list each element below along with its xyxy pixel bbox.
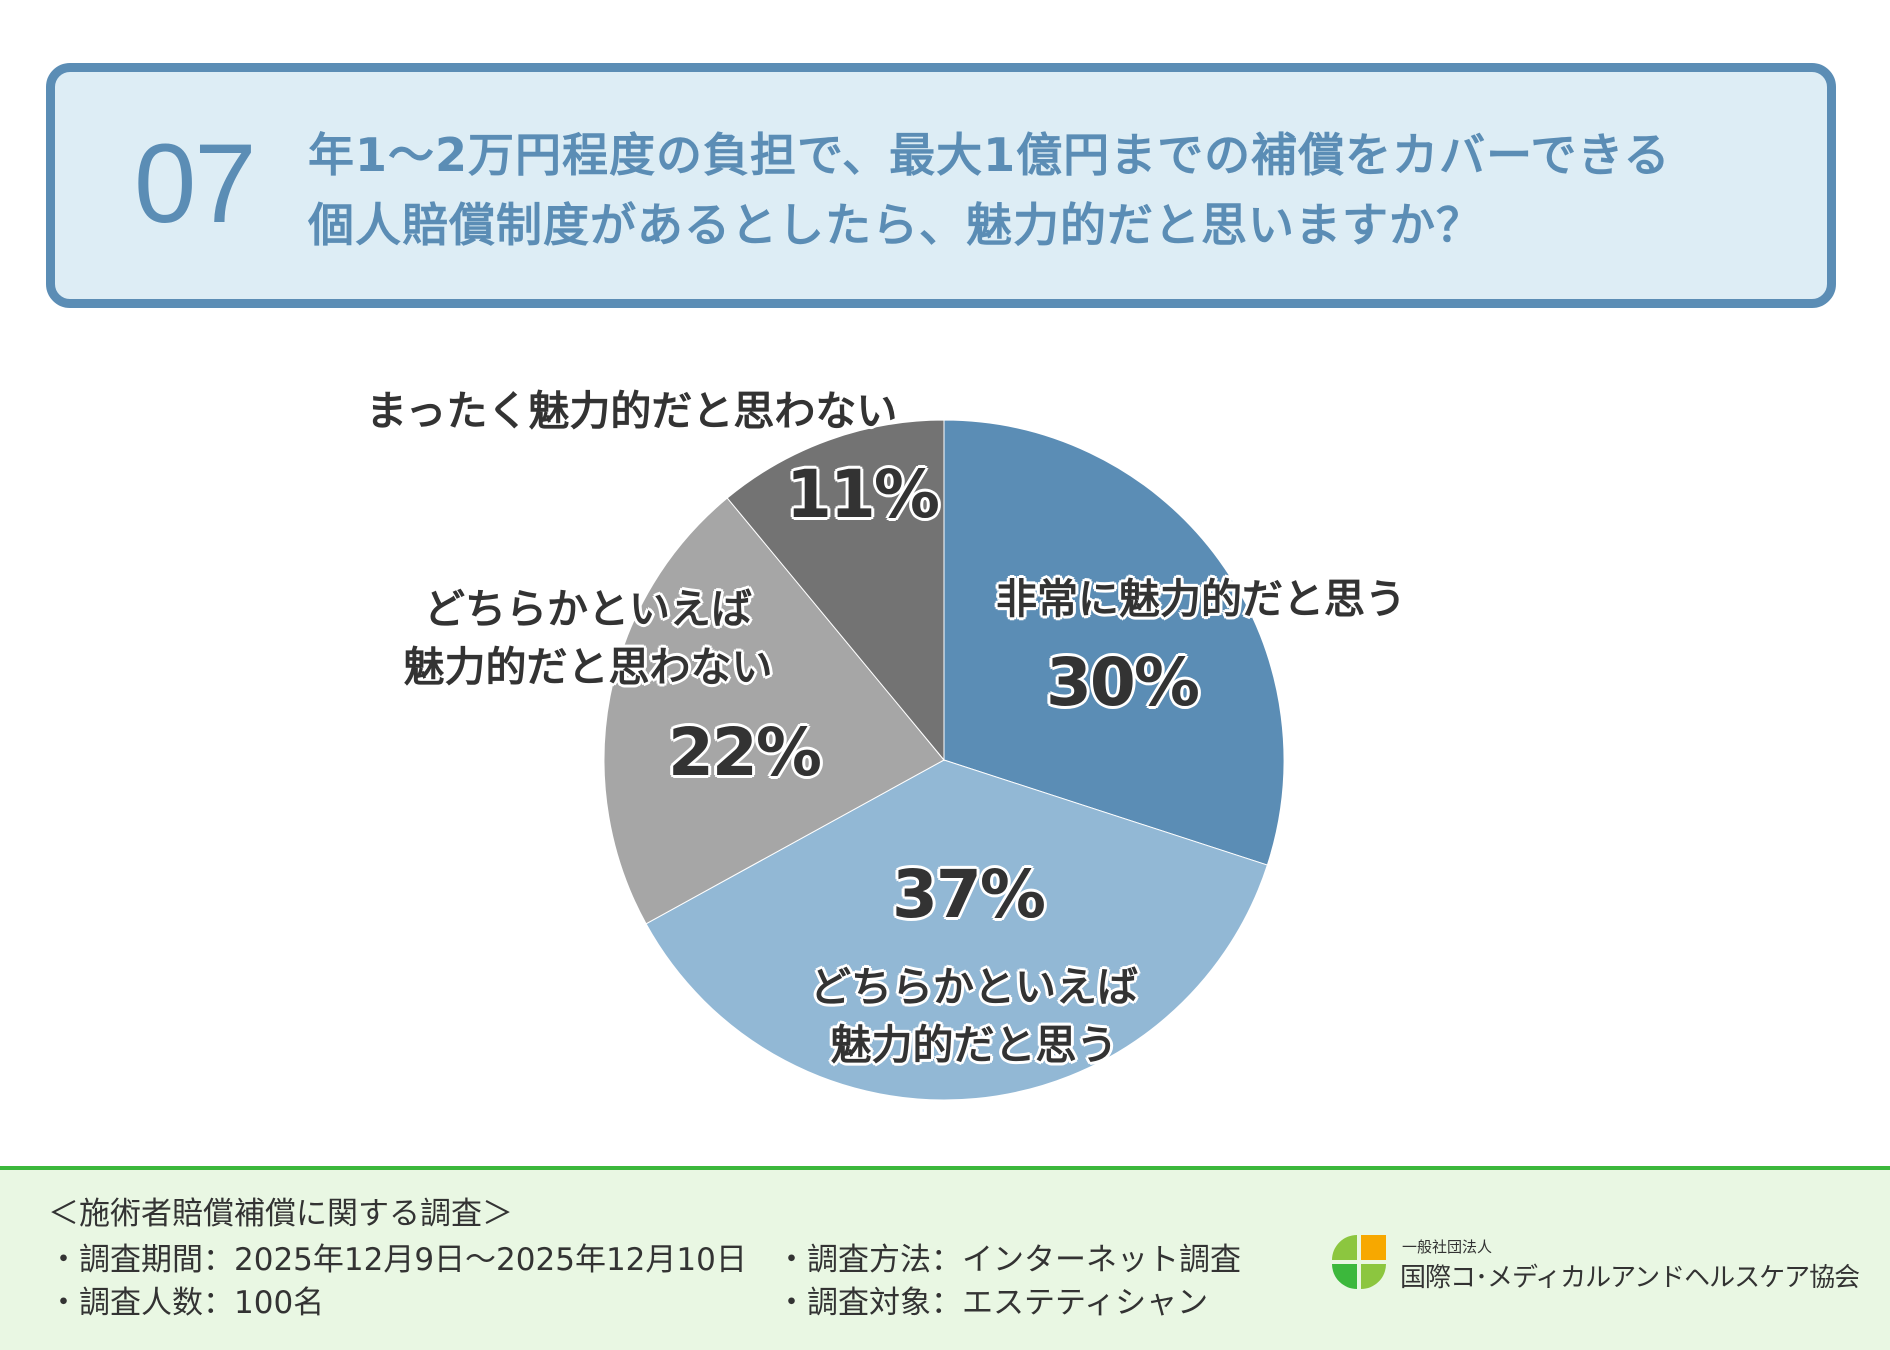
slice-value-very-attractive: 30% <box>1046 644 1200 721</box>
association-name: 国際コ･メディカルアンドヘルスケア協会 <box>1400 1263 1860 1293</box>
association-type: 一般社団法人 <box>1402 1238 1493 1256</box>
association-logo-icon <box>1332 1235 1386 1289</box>
survey-respondents: ・調査人数：100名 <box>48 1285 325 1321</box>
survey-method: ・調査方法：インターネット調査 <box>776 1242 1241 1278</box>
pie-slice-somewhat-attractive <box>645 759 1268 1101</box>
slice-value-not-attractive: 11% <box>786 456 940 533</box>
slice-value-somewhat-attractive: 37% <box>892 856 1046 933</box>
question-box <box>46 63 1836 308</box>
slice-value-somewhat-not-attractive: 22% <box>668 714 822 791</box>
survey-title: ＜施術者賠償補償に関する調査＞ <box>48 1196 513 1232</box>
survey-target: ・調査対象：エステティシャン <box>776 1285 1209 1321</box>
pie-slice-very-attractive <box>943 419 1285 866</box>
slice-label-not-attractive: まったく魅力的だと思わない <box>366 387 898 435</box>
survey-period: ・調査期間：2025年12月9日〜2025年12月10日 <box>48 1242 747 1278</box>
slice-label-somewhat-not-attractive: どちらかといえば 魅力的だと思わない <box>403 585 773 691</box>
question-text-line-1: 年1〜2万円程度の負担で、最大1億円までの補償をカバーできる <box>308 128 1671 182</box>
pie-slice-not-attractive <box>726 419 945 762</box>
slice-label-very-attractive: 非常に魅力的だと思う <box>996 575 1406 623</box>
question-text-line-2: 個人賠償制度があるとしたら、魅力的だと思いますか？ <box>308 198 1483 252</box>
question-number: 07 <box>134 121 257 246</box>
pie-slice-somewhat-not-attractive <box>603 497 945 925</box>
slice-label-somewhat-attractive: どちらかといえば 魅力的だと思う <box>810 963 1138 1069</box>
survey-footer <box>0 1166 1890 1350</box>
pie-chart <box>603 419 1285 1101</box>
